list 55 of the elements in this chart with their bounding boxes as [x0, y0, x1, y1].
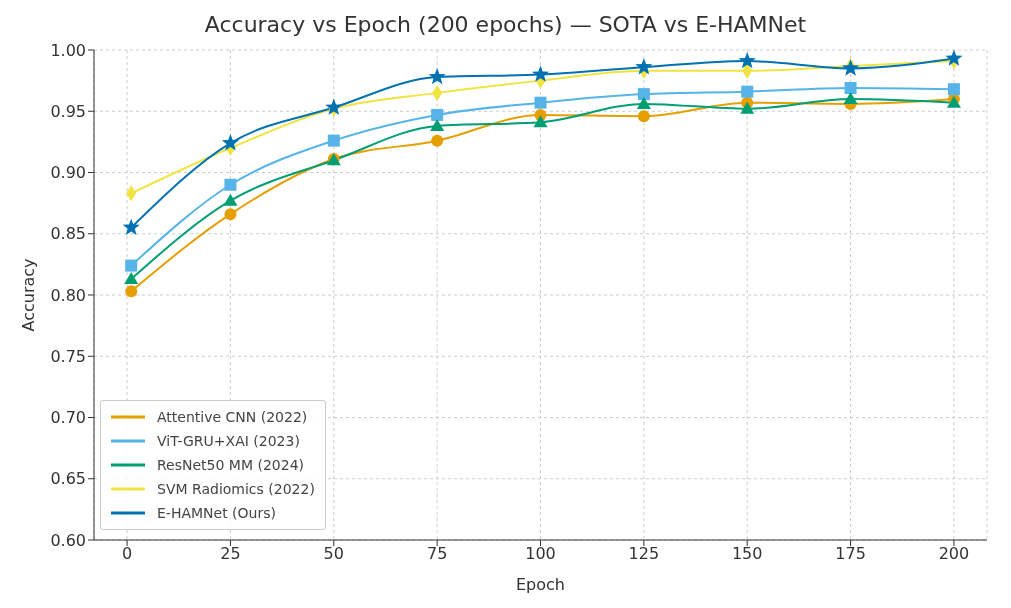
y-axis-title: Accuracy	[18, 258, 38, 332]
y-tick-label: 0.90	[50, 163, 86, 183]
x-tick-label: 175	[835, 544, 866, 564]
point	[431, 108, 444, 121]
y-tick-label: 0.95	[50, 101, 86, 121]
legend-label: ResNet50 MM (2024)	[156, 456, 305, 475]
point	[945, 50, 963, 66]
point	[124, 272, 139, 285]
point	[428, 67, 446, 85]
point	[221, 134, 239, 151]
point	[843, 92, 858, 104]
x-tick-label: 0	[121, 544, 133, 564]
point	[327, 134, 340, 147]
x-tick-label: 100	[525, 544, 556, 564]
point	[224, 208, 237, 221]
y-tick-label: 0.65	[50, 469, 86, 489]
point	[637, 88, 650, 101]
point	[635, 58, 653, 75]
point	[534, 96, 547, 109]
point	[637, 110, 650, 123]
point	[531, 65, 550, 82]
point	[533, 115, 548, 128]
legend-label: E-HAMNet (Ours)	[156, 504, 277, 523]
chart-title: Accuracy vs Epoch (200 epochs) — SOTA vs E-HAMNet	[203, 11, 808, 39]
point	[740, 101, 755, 114]
point	[947, 83, 960, 96]
point	[125, 259, 138, 272]
point	[741, 85, 754, 98]
point	[842, 59, 860, 76]
legend-label: SVM Radiomics (2022)	[156, 480, 315, 499]
x-tick-label: 50	[323, 544, 344, 564]
legend-label: ViT-GRU+XAI (2023)	[156, 432, 301, 451]
x-tick-label: 75	[426, 544, 448, 564]
point	[738, 52, 756, 69]
x-axis-title: Epoch	[516, 575, 565, 594]
point	[636, 96, 651, 109]
point	[122, 218, 140, 235]
point	[223, 193, 238, 206]
y-tick-label: 0.85	[50, 224, 86, 244]
point	[125, 285, 138, 298]
x-tick-label: 200	[938, 544, 970, 564]
y-tick-label: 1.00	[50, 40, 86, 60]
legend-label: Attentive CNN (2022)	[156, 408, 309, 427]
x-tick-label: 125	[628, 544, 660, 564]
y-tick-label: 0.60	[50, 530, 86, 550]
y-tick-label: 0.80	[50, 285, 86, 305]
point	[844, 81, 857, 94]
y-tick-label: 0.70	[50, 408, 86, 428]
point	[325, 98, 343, 115]
x-tick-label: 150	[731, 544, 763, 564]
point	[224, 178, 237, 191]
y-tick-label: 0.75	[50, 346, 86, 366]
x-tick-label: 25	[220, 544, 241, 564]
point	[431, 134, 444, 147]
point	[430, 118, 445, 131]
